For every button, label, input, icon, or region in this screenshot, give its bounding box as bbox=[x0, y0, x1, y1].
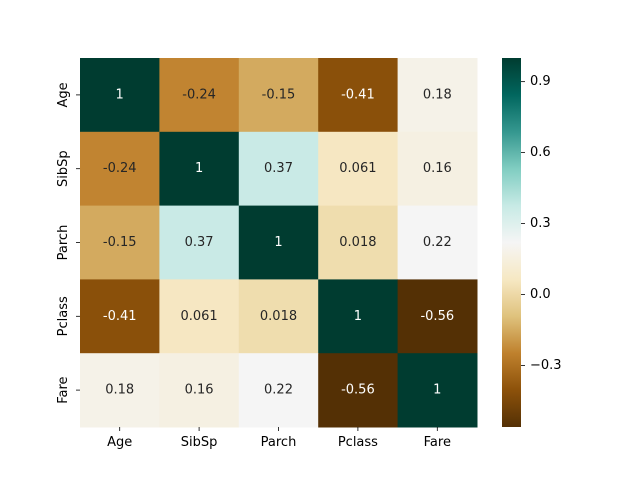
y-tick-label: Fare bbox=[56, 376, 71, 403]
cell-value-label: -0.24 bbox=[103, 161, 137, 176]
y-tick-label: Age bbox=[56, 82, 71, 107]
cell-value-label: 0.37 bbox=[264, 161, 293, 176]
cell-value-label: -0.56 bbox=[420, 309, 454, 324]
heatmap-cell bbox=[318, 205, 399, 280]
x-tick-label: SibSp bbox=[181, 435, 218, 450]
heatmap-cell bbox=[159, 131, 240, 207]
heatmap-cell bbox=[397, 205, 478, 280]
heatmap-cell bbox=[318, 353, 399, 428]
heatmap-cell bbox=[80, 279, 160, 354]
heatmap-cell bbox=[80, 58, 160, 133]
x-tick-label: Age bbox=[107, 435, 132, 450]
colorbar-tick-label: −0.3 bbox=[530, 358, 562, 373]
cell-value-label: -0.41 bbox=[103, 309, 137, 324]
heatmap-cell bbox=[318, 131, 399, 207]
x-tick-label: Pclass bbox=[338, 435, 378, 450]
heatmap-cell bbox=[238, 58, 319, 133]
cell-value-label: 1 bbox=[433, 383, 441, 398]
colorbar-tick-label: 0.6 bbox=[530, 145, 551, 160]
heatmap-cell bbox=[318, 279, 399, 354]
heatmap-cell bbox=[159, 279, 240, 354]
cell-value-label: 0.18 bbox=[105, 383, 134, 398]
cell-value-label: 0.018 bbox=[339, 235, 376, 250]
colorbar-tick-label: 0.9 bbox=[530, 74, 551, 89]
cell-value-label: 0.16 bbox=[423, 161, 452, 176]
cell-value-label: -0.15 bbox=[262, 87, 296, 102]
heatmap-cell bbox=[159, 58, 240, 133]
cell-value-label: 1 bbox=[274, 235, 282, 250]
colorbar-gradient bbox=[502, 58, 521, 427]
heatmap-cell bbox=[159, 205, 240, 280]
heatmap-cell bbox=[397, 279, 478, 354]
cell-value-label: 1 bbox=[354, 309, 362, 324]
heatmap-cell bbox=[397, 131, 478, 207]
cell-value-label: 0.061 bbox=[180, 309, 217, 324]
x-tick-label: Fare bbox=[424, 435, 451, 450]
heatmap-cell bbox=[238, 205, 319, 280]
cell-value-label: 0.37 bbox=[185, 235, 214, 250]
cell-value-label: 0.18 bbox=[423, 87, 452, 102]
heatmap-cell bbox=[238, 279, 319, 354]
cell-value-label: -0.56 bbox=[341, 383, 375, 398]
cell-value-label: -0.41 bbox=[341, 87, 375, 102]
heatmap-cell bbox=[238, 131, 319, 207]
y-tick-label: Parch bbox=[56, 225, 71, 261]
cell-value-label: -0.15 bbox=[103, 235, 137, 250]
heatmap-cell bbox=[159, 353, 240, 428]
heatmap-cell bbox=[397, 353, 478, 428]
colorbar-tick-label: 0.0 bbox=[530, 287, 551, 302]
cell-value-label: 1 bbox=[195, 161, 203, 176]
cell-value-label: 0.22 bbox=[423, 235, 452, 250]
heatmap-cell bbox=[80, 131, 160, 207]
y-tick-label: Pclass bbox=[56, 296, 71, 336]
cell-value-label: 0.16 bbox=[185, 383, 214, 398]
heatmap-cell bbox=[80, 205, 160, 280]
cell-value-label: 0.061 bbox=[339, 161, 376, 176]
x-tick-label: Parch bbox=[261, 435, 297, 450]
cell-value-label: -0.24 bbox=[182, 87, 216, 102]
heatmap-cell bbox=[80, 353, 160, 428]
heatmap-cell bbox=[318, 58, 399, 133]
y-tick-label: SibSp bbox=[56, 150, 71, 187]
heatmap-cell bbox=[238, 353, 319, 428]
cell-value-label: 0.018 bbox=[260, 309, 297, 324]
cell-value-label: 0.22 bbox=[264, 383, 293, 398]
heatmap-cell bbox=[397, 58, 478, 133]
cell-value-label: 1 bbox=[116, 87, 124, 102]
colorbar-tick-label: 0.3 bbox=[530, 216, 551, 231]
